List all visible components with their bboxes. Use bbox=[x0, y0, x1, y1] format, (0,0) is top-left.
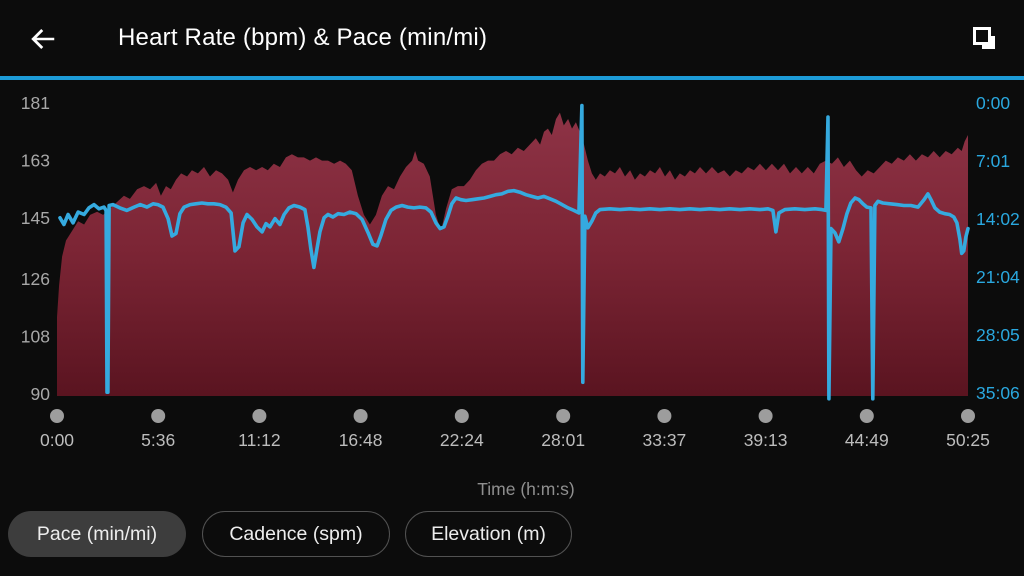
x-tick-label: 39:13 bbox=[744, 430, 788, 450]
x-tick-dot bbox=[151, 409, 166, 423]
y-right-tick-label: 28:05 bbox=[976, 325, 1020, 345]
x-tick-label: 0:00 bbox=[40, 430, 74, 450]
header-accent-line bbox=[0, 76, 1024, 80]
hr-pace-chart[interactable]: 181 163 145 126 108 90 0:00 7:01 14:02 21:04 28:05… bbox=[0, 80, 1024, 460]
overlay-window-button[interactable] bbox=[968, 22, 1002, 56]
y-right-tick-label: 0:00 bbox=[976, 93, 1010, 113]
x-tick-label: 28:01 bbox=[541, 430, 585, 450]
x-tick-dot bbox=[50, 409, 64, 423]
x-tick-label: 11:12 bbox=[238, 430, 281, 450]
y-right-tick-label: 35:06 bbox=[976, 383, 1020, 403]
pace-line bbox=[58, 103, 970, 401]
y-left-tick-label: 126 bbox=[21, 269, 50, 289]
y-right-tick-label: 14:02 bbox=[976, 209, 1020, 229]
x-tick-dot bbox=[454, 409, 469, 423]
y-left-tick-label: 163 bbox=[21, 151, 50, 171]
arrow-left-icon bbox=[31, 29, 55, 49]
x-tick-label: 22:24 bbox=[440, 430, 484, 450]
heart-rate-area bbox=[57, 112, 968, 396]
picture-in-picture-icon bbox=[973, 27, 995, 49]
y-left-tick-label: 108 bbox=[21, 326, 50, 346]
x-tick-dot bbox=[353, 409, 368, 423]
back-button[interactable] bbox=[26, 22, 60, 56]
x-tick-dot bbox=[252, 409, 267, 423]
y-left-tick-label: 181 bbox=[21, 93, 50, 113]
x-tick-label: 16:48 bbox=[339, 430, 383, 450]
x-tick-dot bbox=[961, 409, 975, 423]
y-right-tick-label: 7:01 bbox=[976, 151, 1010, 171]
x-tick-dot bbox=[758, 409, 773, 423]
series-button-cadence-spm[interactable]: Cadence (spm) bbox=[202, 511, 390, 557]
x-tick-label: 44:49 bbox=[845, 430, 889, 450]
chart-canvas: 181 163 145 126 108 90 0:00 7:01 14:02 21:04 28:05… bbox=[21, 93, 1020, 450]
x-tick-dot bbox=[859, 409, 874, 423]
x-tick-dot bbox=[657, 409, 672, 423]
y-left-tick-label: 145 bbox=[21, 208, 50, 228]
x-tick-label: 50:25 bbox=[946, 430, 990, 450]
series-button-pace-min-mi[interactable]: Pace (min/mi) bbox=[8, 511, 186, 557]
x-tick-label: 33:37 bbox=[643, 430, 687, 450]
series-button-elevation-m[interactable]: Elevation (m) bbox=[405, 511, 572, 557]
y-left-tick-label: 90 bbox=[31, 384, 51, 404]
y-right-tick-label: 21:04 bbox=[976, 267, 1020, 287]
x-axis-title: Time (h:m:s) bbox=[477, 479, 575, 499]
x-tick-dot bbox=[556, 409, 571, 423]
x-tick-label: 5:36 bbox=[141, 430, 175, 450]
app-bar: Heart Rate (bpm) & Pace (min/mi) bbox=[0, 0, 1024, 76]
page-title: Heart Rate (bpm) & Pace (min/mi) bbox=[118, 24, 488, 51]
